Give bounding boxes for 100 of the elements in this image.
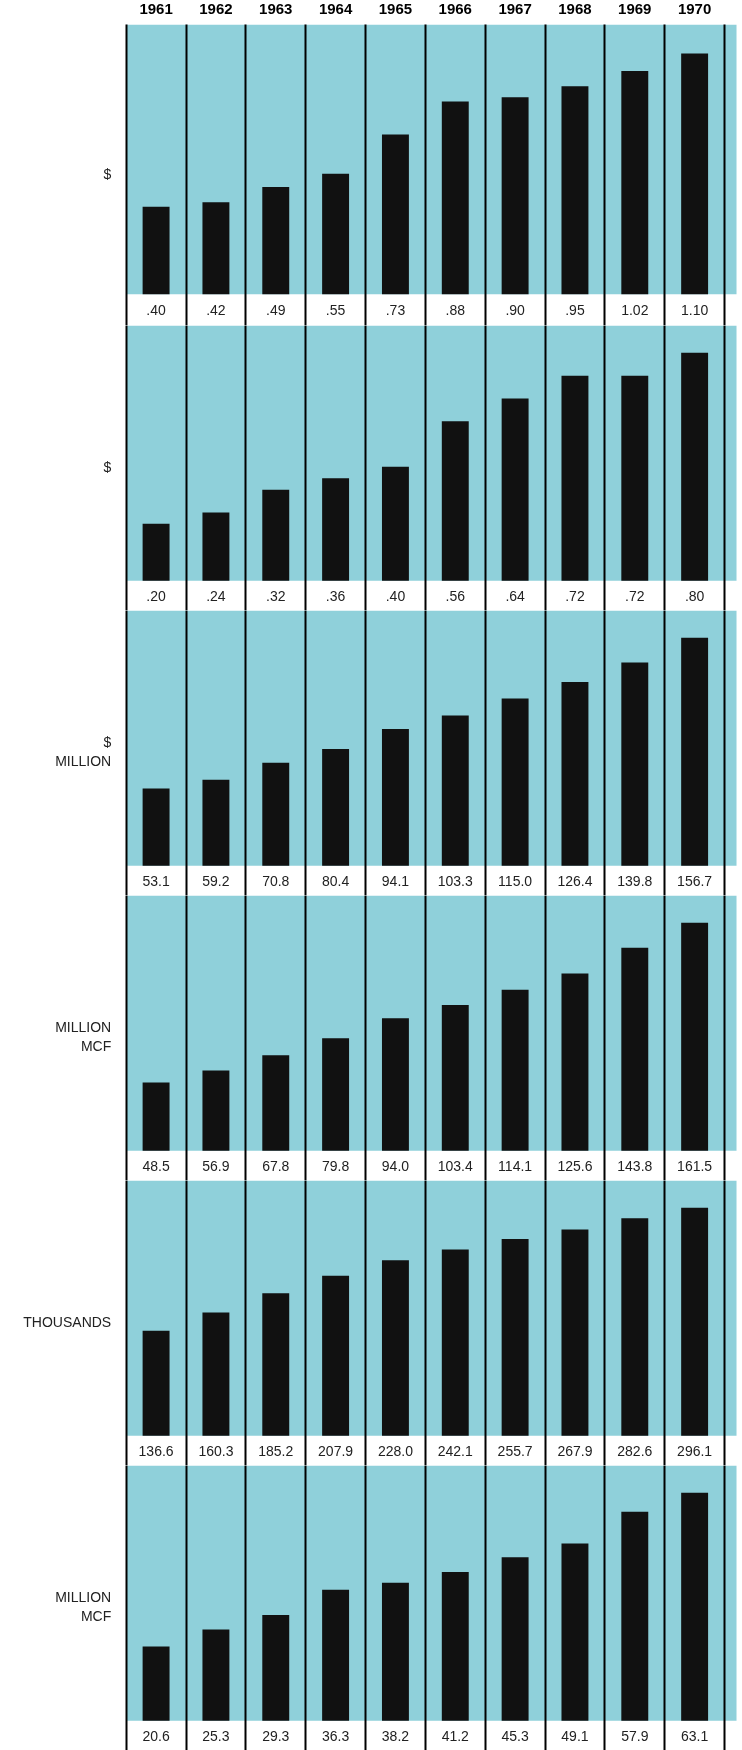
data-label: .56 [445,587,466,604]
bar [142,1646,170,1721]
bar [681,1492,709,1721]
y-axis-title: MILLION MCF [55,1589,112,1625]
bar [262,186,290,295]
data-label: 242.1 [437,1442,474,1459]
data-label: 296.1 [677,1442,713,1459]
bar [681,922,709,1151]
data-label: 45.3 [501,1727,529,1744]
data-label: .49 [266,301,286,318]
data-label: 1.10 [681,301,709,318]
data-label: 48.5 [142,1157,170,1174]
data-label: 20.6 [142,1727,170,1744]
bar [142,788,170,866]
data-label: 143.8 [617,1157,653,1174]
data-label: 49.1 [561,1727,589,1744]
bar [142,1330,170,1436]
bar [262,1055,290,1151]
data-label: 70.8 [262,872,290,889]
bar [561,375,589,581]
data-label: .24 [206,587,226,604]
data-label: 136.6 [138,1442,174,1459]
data-label: .42 [206,301,226,318]
bar [322,173,350,295]
data-label: 139.8 [617,872,653,889]
bar [441,101,469,295]
bar [561,973,589,1151]
data-label: 36.3 [321,1727,350,1744]
data-label: 160.3 [198,1442,234,1459]
bar [501,989,529,1151]
bar [202,1070,230,1151]
data-label: 41.2 [441,1727,470,1744]
x-tick-label: 1969 [618,0,652,17]
bar [441,421,469,581]
data-label: .80 [684,587,705,604]
x-tick-label: 1961 [139,0,173,17]
bar [322,478,350,581]
data-label: .95 [565,301,585,318]
x-tick-label: 1962 [199,0,233,17]
data-label: 1.02 [621,301,649,318]
x-tick-label: 1963 [259,0,293,17]
y-axis-title: THOUSANDS [23,1313,112,1330]
data-label: 94.1 [381,872,410,889]
data-label: 79.8 [321,1157,350,1174]
data-label: 282.6 [617,1442,653,1459]
bar [262,762,290,866]
bar [322,1589,350,1721]
data-label: 80.4 [321,872,350,889]
data-label: 53.1 [142,872,170,889]
bar [381,1260,409,1436]
data-label: .40 [385,587,406,604]
x-tick-label: 1966 [438,0,472,17]
bar [621,1511,649,1721]
data-label: .88 [445,301,466,318]
x-tick-label: 1964 [318,0,353,17]
data-label: .55 [325,301,346,318]
bar [381,1018,409,1151]
bar [441,715,469,866]
bar [501,398,529,581]
bar [322,748,350,866]
data-label: 125.6 [557,1157,593,1174]
bar [441,1004,469,1151]
data-label: .32 [266,587,286,604]
bar [202,1312,230,1436]
bar [681,352,709,581]
bar [501,1557,529,1721]
data-label: .90 [505,301,526,318]
data-label: 228.0 [377,1442,414,1459]
bar [262,1293,290,1436]
bar [381,728,409,866]
data-label: 156.7 [677,872,713,889]
data-label: 67.8 [262,1157,290,1174]
bar [561,681,589,866]
bar [681,1207,709,1436]
bar [381,134,409,295]
bar [561,86,589,295]
bar [621,375,649,581]
data-label: .73 [385,301,406,318]
data-label: 161.5 [677,1157,713,1174]
data-label: 103.3 [437,872,474,889]
data-label: 115.0 [498,872,533,889]
bar [681,637,709,866]
bar [621,1218,649,1436]
bar [441,1249,469,1436]
data-label: 56.9 [202,1157,230,1174]
bar [262,489,290,581]
data-label: .64 [505,587,526,604]
bar [501,1238,529,1436]
bar [202,1629,230,1721]
bar [621,70,649,295]
data-label: 94.0 [381,1157,410,1174]
data-label: 126.4 [557,872,593,889]
bar [561,1229,589,1436]
y-axis-title: MILLION MCF [55,1019,112,1055]
data-label: 103.4 [437,1157,474,1174]
bar [202,779,230,866]
bar [322,1038,350,1151]
bar [142,1082,170,1151]
bar [381,466,409,581]
data-label: .20 [146,587,167,604]
